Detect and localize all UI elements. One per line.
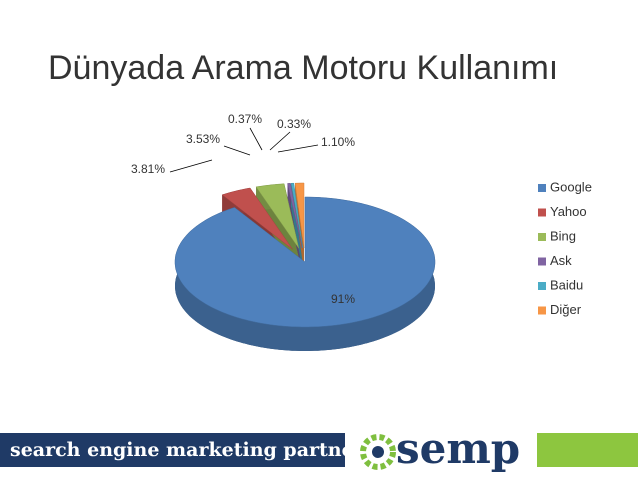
- pie-chart: [174, 182, 436, 351]
- legend-label: Diğer: [550, 302, 582, 317]
- legend: Google Yahoo Bing Ask Baidu Diğer: [538, 179, 592, 317]
- legend-label: Google: [550, 179, 592, 194]
- data-label: 0.33%: [277, 117, 311, 131]
- page-box: [537, 433, 638, 467]
- slice: [294, 182, 305, 249]
- data-label: 91%: [331, 292, 355, 306]
- slice: [221, 187, 293, 250]
- data-label: 3.53%: [186, 132, 220, 146]
- logo: semp: [396, 424, 520, 473]
- legend-label: Yahoo: [550, 204, 587, 219]
- footer-band: [0, 433, 345, 467]
- legend-label: Bing: [550, 228, 576, 243]
- leader-line: [169, 159, 213, 173]
- legend-swatch: [538, 208, 546, 217]
- leader-line: [249, 127, 263, 151]
- footer-tagline: search engine marketing partner: [10, 439, 365, 461]
- legend-label: Ask: [550, 253, 572, 268]
- legend-swatch: [538, 257, 546, 266]
- legend-swatch: [538, 306, 546, 315]
- data-label: 1.10%: [321, 135, 355, 149]
- chart-title: Dünyada Arama Motoru Kullanımı: [48, 49, 558, 87]
- slice: [287, 183, 303, 249]
- legend-swatch: [538, 184, 546, 192]
- data-label: 3.81%: [131, 162, 165, 176]
- logo-gear: [360, 434, 396, 470]
- leader-line: [269, 131, 291, 151]
- legend-swatch: [538, 233, 546, 241]
- slice: [174, 196, 436, 328]
- leader-line: [223, 145, 251, 156]
- data-label: 0.37%: [228, 112, 262, 126]
- leader-line: [277, 144, 319, 153]
- data-labels: 91% 3.81% 3.53% 0.37% 0.33% 1.10%: [131, 112, 355, 306]
- slice: [255, 183, 300, 249]
- slice: [290, 182, 304, 249]
- legend-label: Baidu: [550, 277, 583, 292]
- legend-swatch: [538, 282, 546, 290]
